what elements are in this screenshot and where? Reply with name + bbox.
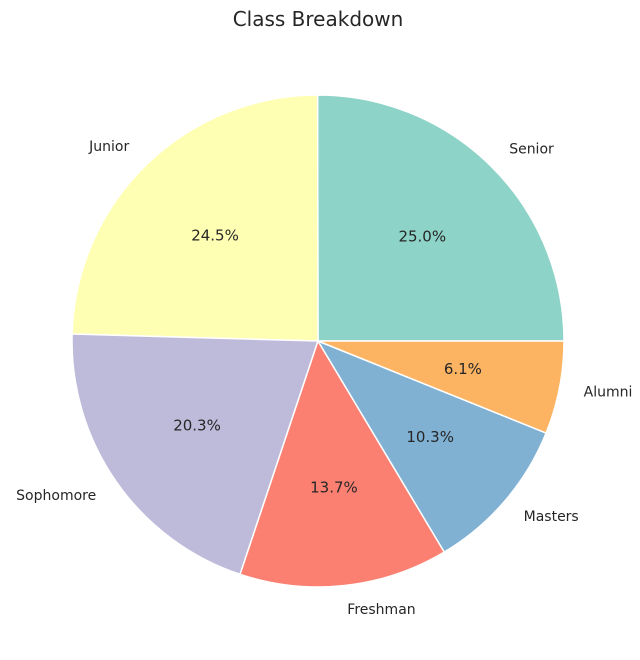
pie-labels: Senior 25.0% Junior 24.5% Sophomore 20.3% Fres… bbox=[16, 139, 632, 618]
slice-percent-masters: 10.3% bbox=[406, 428, 454, 446]
slice-percent-alumni: 6.1% bbox=[444, 360, 482, 378]
pie-slices bbox=[71, 94, 565, 588]
slice-label-freshman: Freshman bbox=[347, 602, 415, 618]
slice-label-junior: Junior bbox=[88, 139, 129, 155]
slice-label-sophomore: Sophomore bbox=[16, 488, 96, 504]
pie-slice-sophomore bbox=[71, 333, 320, 576]
pie-slice-senior bbox=[316, 94, 565, 342]
slice-label-alumni: Alumni bbox=[584, 385, 633, 401]
pie-slice-junior bbox=[71, 94, 319, 342]
pie-slice-alumni bbox=[317, 340, 565, 435]
slice-percent-senior: 25.0% bbox=[398, 228, 446, 246]
slice-percent-freshman: 13.7% bbox=[310, 479, 358, 497]
pie-slice-freshman bbox=[239, 339, 446, 588]
slice-percent-junior: 24.5% bbox=[191, 226, 239, 244]
slice-label-masters: Masters bbox=[524, 509, 579, 525]
pie-slice-masters bbox=[316, 339, 548, 554]
chart-title: Class Breakdown bbox=[233, 7, 404, 31]
slice-percent-sophomore: 20.3% bbox=[173, 417, 221, 435]
slice-label-senior: Senior bbox=[509, 142, 554, 158]
